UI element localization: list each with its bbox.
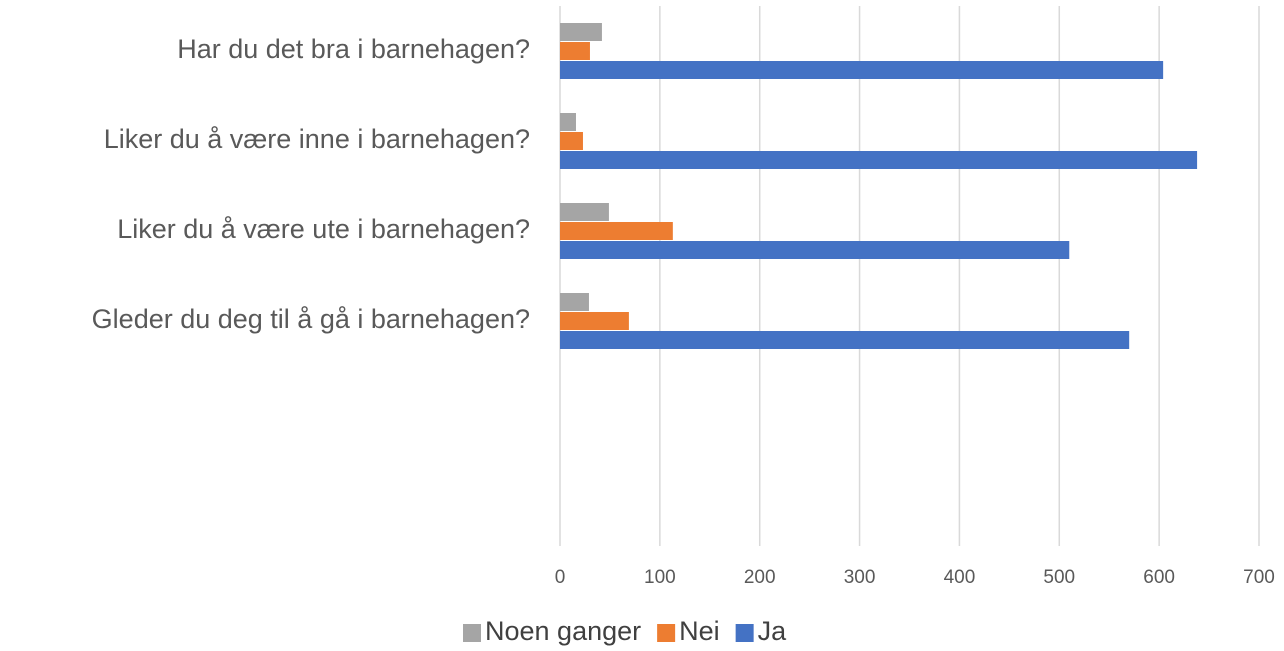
x-tick-label: 600 xyxy=(1143,567,1175,588)
bar xyxy=(560,23,602,41)
legend-swatch xyxy=(657,624,676,642)
category-label: Har du det bra i barnehagen? xyxy=(177,34,530,64)
bar xyxy=(560,293,589,311)
bar xyxy=(560,42,590,60)
legend-label: Nei xyxy=(679,616,720,646)
category-label: Liker du å være inne i barnehagen? xyxy=(104,124,530,154)
bar xyxy=(560,241,1070,259)
legend-swatch xyxy=(735,624,754,642)
category-label: Liker du å være ute i barnehagen? xyxy=(117,214,530,244)
x-tick-label: 0 xyxy=(555,567,566,588)
legend-swatch xyxy=(463,624,481,642)
bar xyxy=(560,203,609,221)
bar xyxy=(560,222,673,240)
bar xyxy=(560,312,629,330)
category-label: Gleder du deg til å gå i barnehagen? xyxy=(92,304,530,334)
x-tick-label: 100 xyxy=(644,567,676,588)
x-tick-label: 700 xyxy=(1243,567,1275,588)
bar xyxy=(560,61,1164,79)
x-tick-label: 500 xyxy=(1043,567,1075,588)
legend-label: Noen ganger xyxy=(485,616,641,646)
x-tick-label: 200 xyxy=(744,567,776,588)
bar xyxy=(560,113,576,131)
legend-label: Ja xyxy=(758,616,788,646)
bar xyxy=(560,151,1198,169)
x-tick-label: 400 xyxy=(944,567,976,588)
bar xyxy=(560,331,1130,349)
x-tick-label: 300 xyxy=(844,567,876,588)
bar xyxy=(560,132,583,150)
